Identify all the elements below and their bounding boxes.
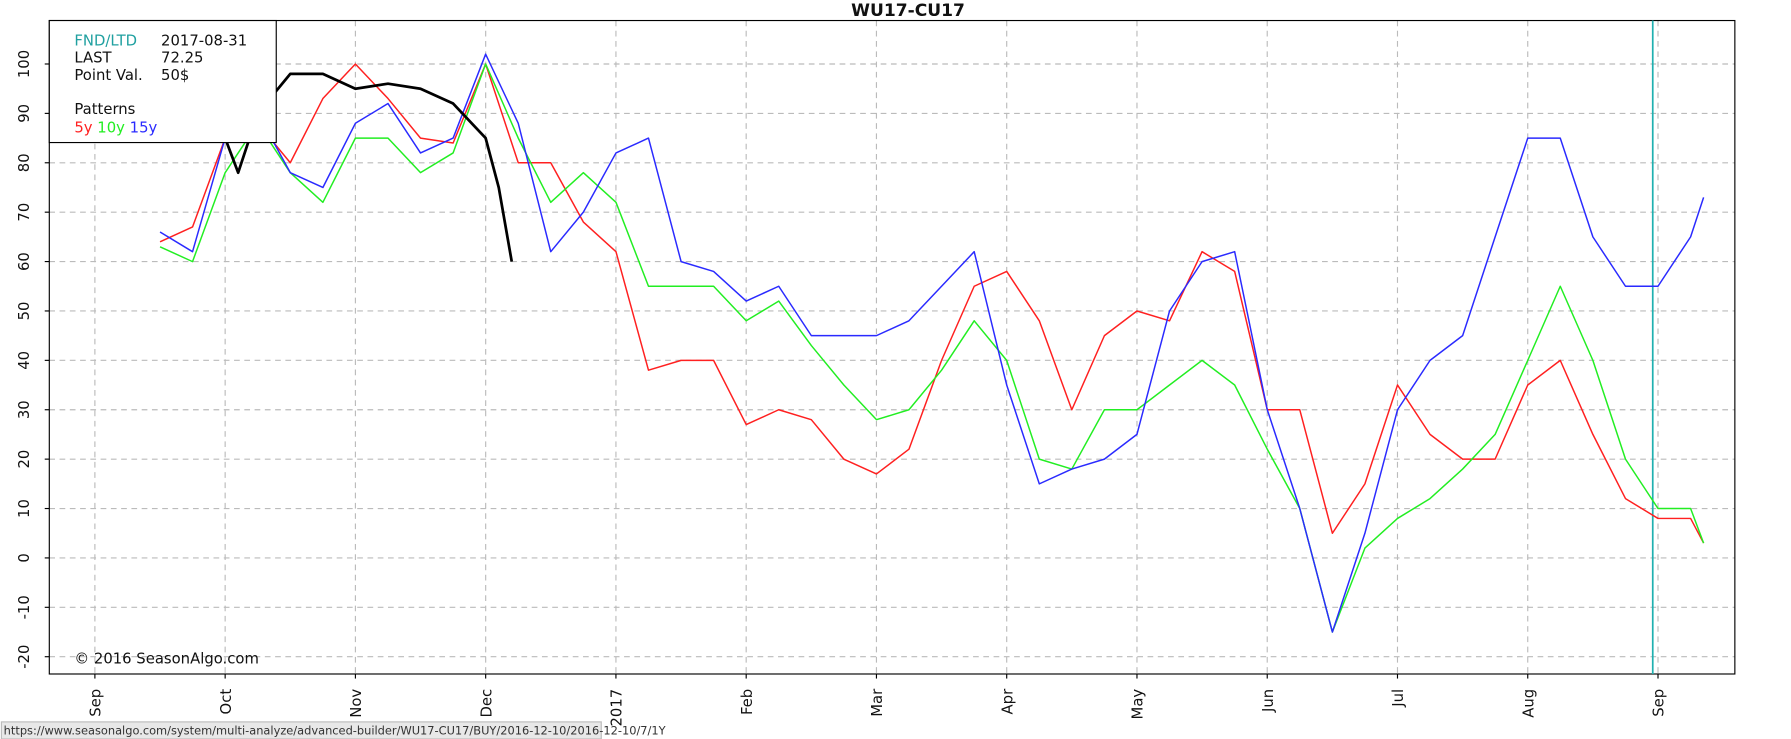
info-value: 72.25 [161, 50, 203, 67]
legend-title: Patterns [74, 101, 135, 118]
y-tick-label: 100 [16, 50, 33, 78]
x-tick-label: Apr [999, 688, 1016, 715]
y-tick-label: 10 [16, 499, 33, 518]
x-tick-label: Jul [1390, 689, 1407, 708]
y-tick-label: 60 [16, 252, 33, 271]
info-value: 2017-08-31 [161, 33, 247, 50]
x-tick-label: Sep [88, 689, 105, 717]
x-tick-label: Oct [218, 689, 235, 715]
y-tick-label: -10 [16, 595, 33, 619]
x-tick-label: Feb [739, 689, 756, 715]
y-tick-label: 70 [16, 203, 33, 222]
legend-entry: 5y [74, 119, 92, 136]
x-tick-label: Aug [1520, 689, 1537, 718]
legend: 5y 10y 15y [74, 119, 157, 136]
x-tick-label: Jun [1260, 689, 1277, 713]
y-tick-label: 80 [16, 153, 33, 172]
info-label: FND/LTD [74, 33, 137, 50]
y-tick-label: -20 [16, 645, 33, 669]
legend-entry: 15y [130, 119, 158, 136]
y-tick-label: 50 [16, 302, 33, 321]
y-tick-label: 90 [16, 104, 33, 123]
chart-title: WU17-CU17 [851, 1, 965, 21]
info-label: Point Val. [74, 67, 142, 84]
series-line [159, 53, 1705, 633]
info-box-frame [48, 19, 277, 144]
info-value: 50$ [161, 67, 189, 84]
y-tick-label: 20 [16, 450, 33, 469]
x-tick-label: Sep [1651, 689, 1668, 717]
plot-frame [48, 19, 1736, 675]
info-box: FND/LTD 2017-08-31 LAST 72.25 Point Val.… [48, 19, 277, 144]
copyright: © 2016 SeasonAlgo.com [74, 651, 258, 668]
legend-entry: 10y [97, 119, 125, 136]
grid [49, 20, 1735, 674]
x-tick-label: Nov [348, 689, 365, 718]
x-tick-label: Dec [478, 689, 495, 718]
x-tick-label: May [1130, 689, 1147, 720]
x-tick-label: 2017 [609, 689, 626, 727]
series-line [159, 63, 1705, 544]
y-tick-label: 0 [16, 553, 33, 562]
x-tick-label: Mar [869, 688, 886, 717]
status-bar [0, 721, 602, 739]
series-line [159, 63, 1705, 633]
y-tick-label: 40 [16, 351, 33, 370]
info-label: LAST [74, 50, 112, 67]
y-tick-label: 30 [16, 400, 33, 419]
status-url: https://www.seasonalgo.com/system/multi-… [4, 723, 666, 737]
